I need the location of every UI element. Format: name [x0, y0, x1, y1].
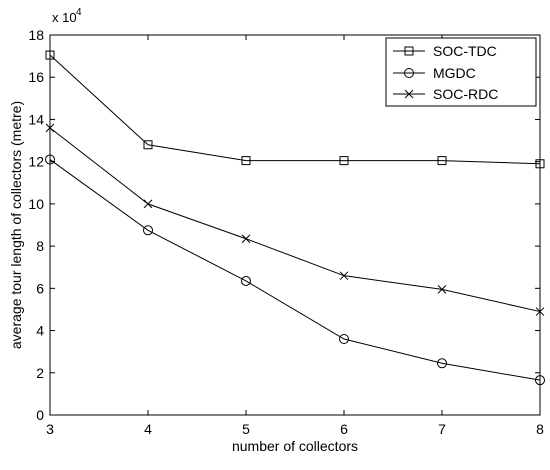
legend: SOC-TDC MGDC SOC-RDC: [385, 37, 537, 107]
y-tick-label: 2: [36, 365, 44, 381]
x-tick-label: 7: [438, 421, 446, 437]
y-tick-label: 4: [36, 323, 44, 339]
data-point-soc-tdc: [143, 140, 153, 150]
data-point-mgdc: [437, 358, 447, 369]
legend-label-mgdc: MGDC: [433, 65, 476, 81]
y-tick-label: 8: [36, 238, 44, 254]
legend-marker-soc-rdc: [404, 89, 414, 99]
data-point-soc-rdc: [339, 271, 349, 281]
x-tick-label: 3: [46, 421, 54, 437]
series-line-soc-rdc: [49, 127, 541, 313]
data-point-mgdc: [45, 154, 55, 165]
data-point-soc-tdc: [339, 156, 349, 166]
y-tick-label: 12: [28, 154, 44, 170]
legend-label-soc-tdc: SOC-TDC: [433, 43, 497, 59]
x-axis-label: number of collectors: [232, 438, 358, 454]
y-tick-label: 10: [28, 196, 44, 212]
data-point-mgdc: [535, 375, 545, 386]
data-point-soc-rdc: [143, 199, 153, 209]
series-line-soc-tdc: [49, 54, 541, 165]
data-point-soc-tdc: [535, 159, 545, 169]
y-axis-ticks: 0 2 4 6 8 10 12 14 16 18: [28, 27, 540, 423]
y-exponent-power: 4: [76, 7, 82, 18]
x-tick-label: 4: [144, 421, 152, 437]
y-tick-label: 6: [36, 280, 44, 296]
y-tick-label: 14: [28, 111, 44, 127]
data-point-mgdc: [339, 334, 349, 344]
x-tick-label: 6: [340, 421, 348, 437]
x-tick-label: 8: [536, 421, 544, 437]
data-point-mgdc: [143, 225, 153, 236]
y-axis-label: average tour length of collectors (metre…: [8, 101, 24, 349]
y-tick-label: 16: [28, 69, 44, 85]
legend-marker-mgdc: [404, 68, 414, 78]
legend-label-soc-rdc: SOC-RDC: [433, 86, 498, 102]
legend-marker-soc-tdc: [404, 46, 414, 56]
data-point-soc-rdc: [437, 285, 447, 294]
data-point-soc-rdc: [45, 123, 55, 133]
data-point-soc-tdc: [241, 156, 251, 166]
legend-box: [385, 37, 537, 107]
data-point-soc-rdc: [241, 234, 251, 244]
y-tick-label: 0: [36, 407, 44, 423]
y-tick-label: 18: [28, 27, 44, 43]
series-line-mgdc: [49, 159, 541, 381]
x-axis-ticks: 3 4 5 6 7 8: [46, 35, 544, 437]
series-layer: [45, 50, 545, 386]
data-point-soc-tdc: [45, 50, 55, 60]
y-exponent-base: x 10: [52, 10, 77, 25]
data-point-soc-rdc: [535, 307, 545, 316]
data-point-soc-tdc: [437, 156, 447, 166]
data-point-mgdc: [241, 275, 251, 286]
x-tick-label: 5: [242, 421, 250, 437]
